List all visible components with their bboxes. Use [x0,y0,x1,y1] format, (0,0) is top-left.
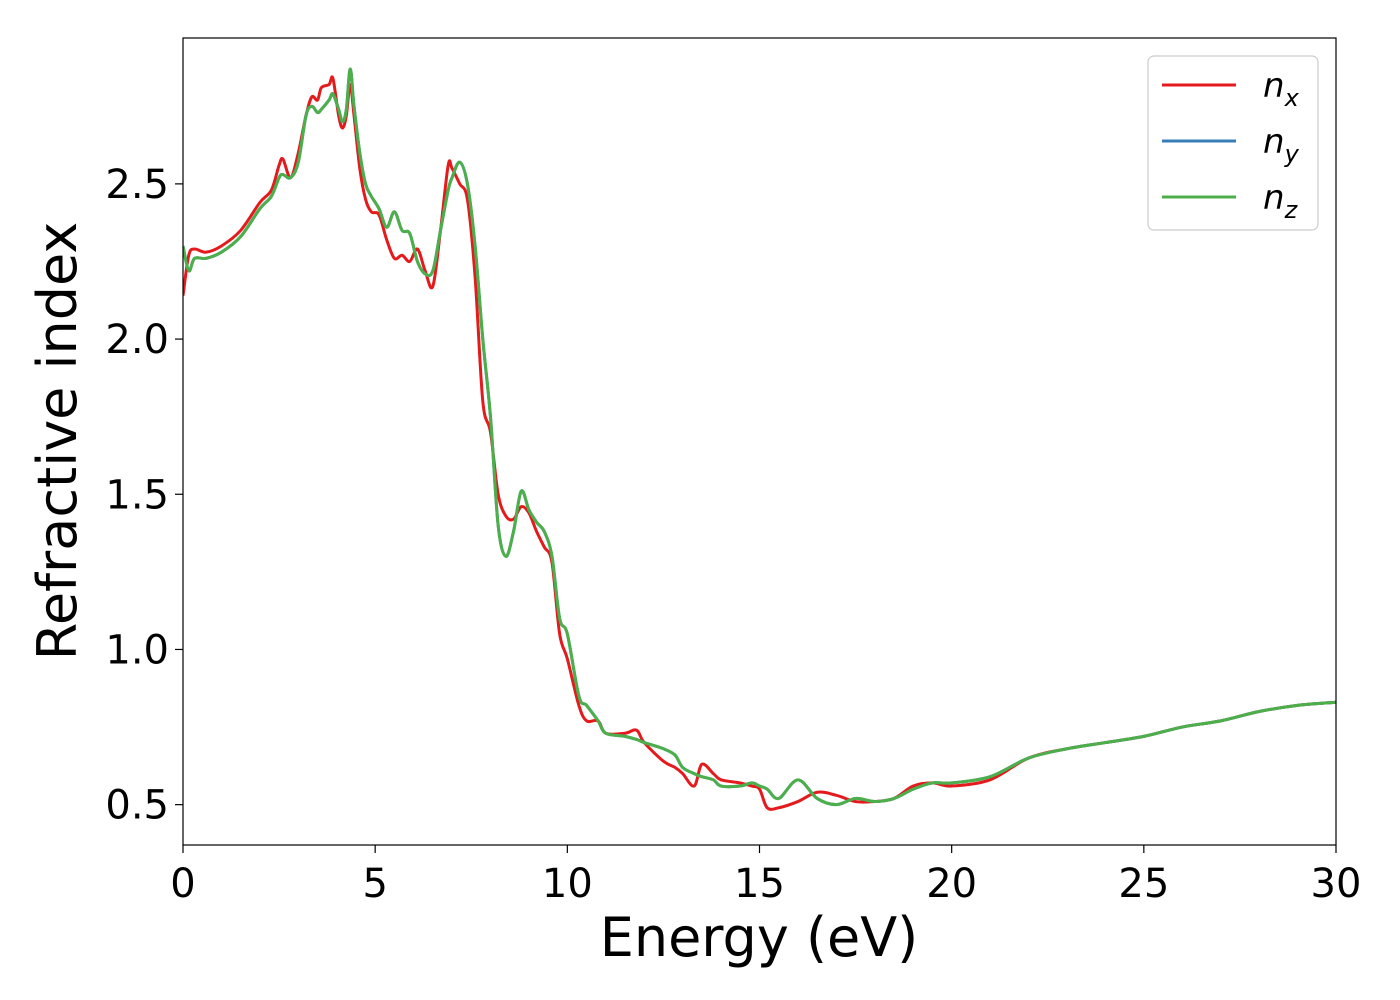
x-tick-label: 10 [542,861,593,907]
x-axis-label: Energy (eV) [600,906,919,969]
y-tick-label: 2.0 [105,317,169,363]
series-line-nz [183,67,1336,807]
legend-label-base: n [1263,178,1285,218]
legend-label-base: n [1263,122,1285,162]
legend-label-base: n [1263,66,1285,106]
y-axis-label: Refractive index [26,222,89,661]
y-tick-label: 1.0 [105,627,169,673]
x-tick-label: 25 [1118,861,1169,907]
y-tick-label: 2.5 [105,162,169,208]
legend-label-nx: nx [1263,66,1300,112]
legend-label-ny: ny [1263,122,1300,168]
legend-box [1147,55,1319,231]
x-axis-ticks: 0 5 10 15 20 25 30 [170,845,1361,907]
legend-label-nz: nz [1263,178,1299,224]
legend-label-subscript: z [1284,196,1299,224]
x-tick-label: 15 [734,861,785,907]
legend-label-subscript: y [1284,140,1300,168]
x-tick-label: 5 [362,861,387,907]
series-layer [183,67,1336,811]
y-tick-label: 0.5 [105,783,169,829]
x-tick-label: 30 [1311,861,1362,907]
x-tick-label: 20 [926,861,977,907]
x-tick-label: 0 [170,861,195,907]
y-tick-label: 1.5 [105,472,169,518]
y-axis-ticks: 0.5 1.0 1.5 2.0 2.5 [105,162,183,829]
legend-label-subscript: x [1284,84,1300,112]
